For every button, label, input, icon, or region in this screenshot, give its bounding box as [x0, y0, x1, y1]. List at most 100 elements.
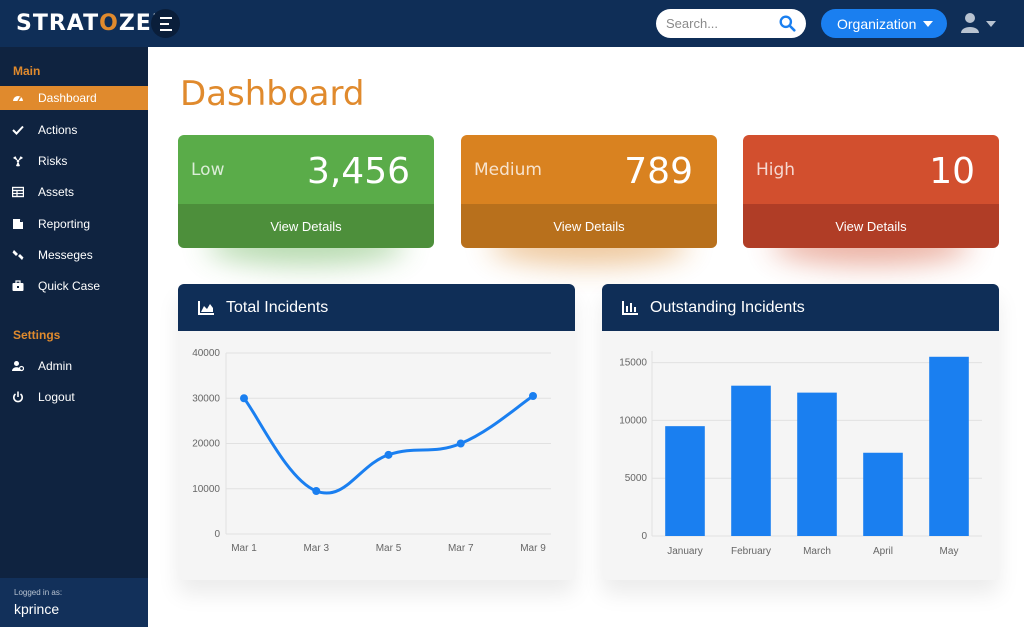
- stat-value: 10: [929, 151, 975, 192]
- stat-card-high: High 10 View Details: [743, 135, 999, 248]
- chevron-down-icon: [923, 21, 933, 27]
- sidebar-item-dashboard[interactable]: Dashboard: [0, 86, 148, 110]
- series-line: [242, 394, 534, 495]
- logged-in-label: Logged in as:: [14, 588, 63, 597]
- organization-dropdown[interactable]: Organization: [821, 9, 947, 38]
- bar: [665, 426, 705, 536]
- area-chart-icon: [198, 301, 214, 315]
- power-icon: [13, 391, 23, 403]
- sidebar-item-label: Assets: [38, 185, 75, 199]
- sidebar-item-logout[interactable]: Logout: [0, 385, 148, 409]
- x-tick-label: Mar 1: [231, 543, 257, 554]
- stat-card-low: Low 3,456 View Details: [178, 135, 434, 248]
- sidebar-item-risks[interactable]: Risks: [0, 149, 148, 173]
- report-icon: [13, 219, 23, 229]
- sidebar-item-assets[interactable]: Assets: [0, 180, 148, 204]
- y-tick-label: 40000: [192, 348, 220, 359]
- bar: [797, 392, 837, 536]
- search-box: [656, 9, 806, 38]
- sidebar-section-settings: Settings: [13, 328, 61, 342]
- check-icon: [12, 125, 24, 135]
- stat-value: 789: [624, 151, 693, 192]
- x-tick-label: Mar 9: [520, 543, 546, 554]
- line-chart: 0 10000 20000 30000 40000 Mar 1 Mar 3 Mar 5 Mar …: [192, 348, 551, 554]
- sidebar-item-label: Actions: [38, 123, 78, 137]
- briefcase-icon: [12, 280, 24, 291]
- data-point: [312, 487, 321, 496]
- sidebar-item-label: Risks: [38, 154, 68, 168]
- x-tick-label: April: [873, 546, 893, 557]
- view-details-button[interactable]: View Details: [178, 204, 434, 248]
- outstanding-incidents-card: Outstanding Incidents 0 5000 10000 15000 Jan…: [602, 284, 999, 580]
- sidebar-item-label: Reporting: [38, 217, 91, 231]
- card-header: Outstanding Incidents: [602, 284, 999, 331]
- card-title: Outstanding Incidents: [650, 298, 805, 316]
- card-title: Total Incidents: [226, 298, 329, 316]
- x-tick-label: May: [940, 546, 959, 557]
- y-tick-label: 20000: [192, 439, 220, 450]
- user-avatar-icon: [961, 13, 979, 33]
- bar: [929, 356, 969, 536]
- y-tick-label: 0: [641, 531, 647, 542]
- data-point: [384, 450, 393, 459]
- hamburger-line: [159, 22, 169, 25]
- sidebar-item-label: Logout: [38, 390, 75, 404]
- x-tick-label: February: [731, 546, 771, 557]
- stat-card-body: [743, 135, 999, 204]
- brand-logo[interactable]: STRATOZEN: [16, 11, 171, 36]
- sidebar-item-messages[interactable]: Messeges: [0, 243, 148, 267]
- brand-text-2: O: [99, 11, 119, 36]
- y-tick-label: 0: [214, 529, 220, 540]
- x-tick-label: January: [667, 546, 703, 557]
- bar: [863, 452, 903, 536]
- stat-card-body: [178, 135, 434, 204]
- stat-card-body: [461, 135, 717, 204]
- bar-chart-icon: [622, 301, 638, 315]
- messages-icon: [12, 250, 24, 260]
- sidebar-item-label: Admin: [38, 359, 73, 373]
- y-tick-label: 10000: [619, 415, 647, 426]
- top-bar: STRATOZEN Organization: [0, 0, 1024, 47]
- sidebar-item-admin[interactable]: Admin: [0, 354, 148, 378]
- search-icon[interactable]: [779, 15, 796, 32]
- page-title: Dashboard: [180, 74, 365, 114]
- dashboard-icon: [13, 96, 23, 102]
- hamburger-line: [159, 28, 172, 31]
- admin-icon: [12, 361, 24, 372]
- sidebar-item-label: Dashboard: [38, 91, 97, 105]
- organization-label: Organization: [837, 15, 917, 32]
- menu-toggle-button[interactable]: [151, 9, 180, 38]
- sidebar-item-actions[interactable]: Actions: [0, 118, 148, 142]
- sidebar-item-quick-case[interactable]: Quick Case: [0, 274, 148, 298]
- user-menu[interactable]: [960, 12, 998, 36]
- view-details-button[interactable]: View Details: [461, 204, 717, 248]
- chevron-down-icon: [986, 21, 996, 27]
- card-header: Total Incidents: [178, 284, 575, 331]
- sidebar-item-label: Messeges: [38, 248, 93, 262]
- sidebar: Main Dashboard Actions Risks Assets Repo…: [0, 47, 148, 627]
- radiation-icon: [13, 156, 23, 167]
- hamburger-line: [159, 16, 172, 19]
- data-point: [240, 394, 248, 403]
- stat-level-label: Medium: [474, 160, 542, 180]
- brand-text-1: STRAT: [16, 11, 100, 36]
- x-tick-label: Mar 5: [376, 543, 402, 554]
- stat-level-label: Low: [191, 160, 225, 180]
- sidebar-item-reporting[interactable]: Reporting: [0, 212, 148, 236]
- y-tick-label: 30000: [192, 393, 220, 404]
- view-details-button[interactable]: View Details: [743, 204, 999, 248]
- data-point: [529, 391, 537, 400]
- username: kprince: [14, 601, 60, 617]
- search-input[interactable]: [666, 14, 776, 33]
- logged-in-panel: Logged in as: kprince: [0, 578, 148, 627]
- stat-level-label: High: [756, 160, 796, 180]
- y-tick-label: 5000: [625, 473, 648, 484]
- data-point: [456, 439, 465, 448]
- x-tick-label: March: [803, 546, 831, 557]
- y-tick-label: 15000: [619, 358, 647, 369]
- total-incidents-card: Total Incidents 0 10000 20000 30000 40000 Mar…: [178, 284, 575, 580]
- stat-card-medium: Medium 789 View Details: [461, 135, 717, 248]
- bar-chart: 0 5000 10000 15000 January February March April…: [619, 351, 982, 557]
- sidebar-section-main: Main: [13, 64, 41, 78]
- bar: [731, 385, 771, 536]
